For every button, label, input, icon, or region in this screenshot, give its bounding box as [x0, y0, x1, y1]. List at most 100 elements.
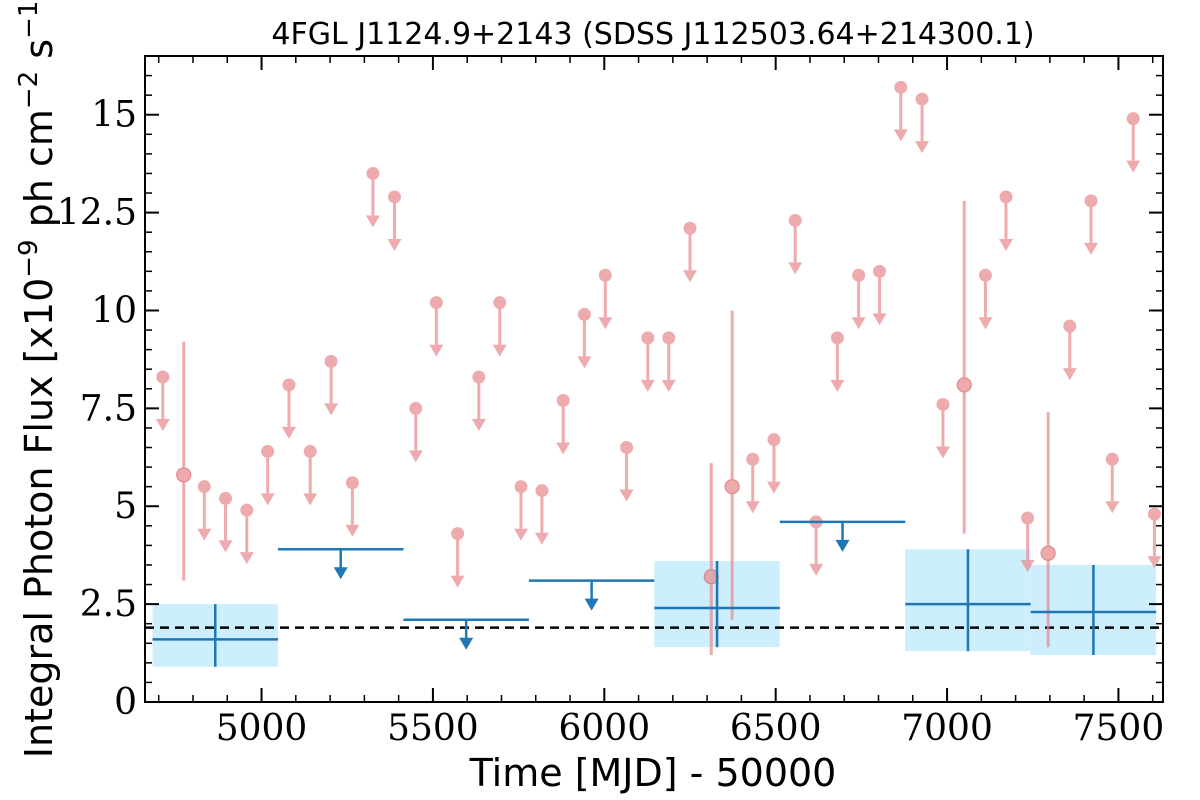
short-bin-upper-limit — [197, 480, 212, 541]
short-bin-arrow-head — [766, 481, 781, 494]
short-bin-marker — [451, 527, 465, 541]
long-bin-arrow-head — [835, 539, 850, 552]
short-bin-marker — [767, 433, 781, 447]
y-tick-label: 0 — [114, 682, 137, 723]
short-bin-arrow-head — [387, 238, 402, 251]
short-bin-upper-limit — [471, 370, 486, 432]
y-tick-label: 12.5 — [57, 193, 137, 234]
short-bin-upper-limit — [893, 80, 908, 142]
short-bin-arrow-head — [978, 317, 993, 330]
short-bin-marker — [830, 331, 844, 345]
short-bin-upper-limit — [408, 401, 423, 463]
short-bin-marker — [1084, 194, 1098, 208]
short-bin-arrow-head — [303, 493, 318, 506]
short-bin-upper-limit — [830, 331, 845, 392]
short-bin-arrow-head — [598, 317, 613, 330]
short-bin-marker — [1021, 511, 1035, 525]
short-bin-arrow-head — [450, 575, 465, 588]
short-bin-marker — [388, 190, 402, 204]
short-bin-upper-limit — [577, 307, 592, 369]
short-bin-upper-limit — [303, 444, 318, 506]
short-bin-marker — [1063, 319, 1077, 333]
short-bin-upper-limit — [534, 484, 549, 545]
short-bin-arrow-head — [661, 379, 676, 392]
short-bin-upper-limit — [514, 480, 529, 541]
short-bin-marker — [1105, 452, 1119, 466]
short-bin-upper-limit — [1084, 194, 1099, 255]
short-bin-arrow-head — [619, 489, 634, 502]
y-axis-label: Integral Photon Flux [x10−9 ph cm−2 s−1] — [14, 0, 61, 758]
short-bin-arrow-head — [788, 262, 803, 275]
short-bin-upper-limit — [1020, 511, 1035, 572]
y-tick-label: 5 — [114, 486, 137, 527]
short-bin-marker — [493, 296, 507, 310]
short-bin-arrow-head — [239, 552, 254, 565]
short-bin-upper-limit — [619, 441, 634, 502]
short-bin-marker — [873, 264, 887, 278]
short-bin-detection — [176, 341, 192, 581]
short-bin-marker — [176, 467, 192, 483]
short-bin-upper-limit — [682, 221, 697, 283]
plot-frame — [144, 55, 1164, 703]
short-bin-marker — [472, 370, 486, 384]
short-bin-marker — [620, 441, 634, 455]
short-bin-upper-limit — [324, 354, 339, 416]
short-bin-arrow-head — [492, 344, 507, 357]
x-axis-label: Time [MJD] - 50000 — [469, 751, 837, 795]
short-bin-marker — [724, 479, 740, 495]
short-bin-marker — [345, 476, 359, 490]
short-bin-marker — [156, 370, 170, 384]
short-bin-marker — [683, 221, 697, 235]
short-bin-arrow-head — [872, 313, 887, 326]
short-bin-marker — [894, 80, 908, 94]
short-bin-arrow-head — [1084, 242, 1099, 255]
short-bin-upper-limit — [387, 190, 402, 251]
short-bin-arrow-head — [935, 446, 950, 459]
short-bin-marker — [409, 401, 423, 415]
short-bin-marker — [999, 190, 1013, 204]
short-bin-arrow-head — [471, 419, 486, 432]
short-bin-arrow-head — [1020, 559, 1035, 572]
short-bin-marker — [261, 444, 275, 458]
long-bin-arrow-head — [333, 567, 348, 580]
short-bin-upper-limit — [1126, 112, 1141, 173]
chart-title: 4FGL J1124.9+2143 (SDSS J112503.64+21430… — [271, 17, 1034, 52]
short-bin-upper-limit — [155, 370, 170, 432]
x-tick-label: 5000 — [216, 708, 308, 749]
short-bin-detection — [724, 310, 740, 620]
short-bin-arrow-head — [1126, 160, 1141, 173]
short-bin-upper-limit — [851, 268, 866, 330]
short-bin-upper-limit — [450, 527, 465, 588]
short-bin-marker — [1040, 545, 1056, 561]
short-bin-arrow-head — [999, 238, 1014, 251]
short-bin-arrow-head — [1147, 556, 1162, 569]
short-bin-upper-limit — [1147, 507, 1162, 569]
short-bin-marker — [429, 296, 443, 310]
short-bin-marker — [556, 394, 570, 408]
short-bin-marker — [197, 480, 211, 494]
y-tick-label: 15 — [91, 95, 137, 136]
short-bin-arrow-head — [577, 356, 592, 369]
short-bin-upper-limit — [788, 213, 803, 275]
short-bin-upper-limit — [556, 394, 571, 455]
short-bin-arrow-head — [365, 215, 380, 228]
short-bin-marker — [641, 331, 655, 345]
short-bin-arrow-head — [830, 379, 845, 392]
plot-area: 5000 5500 6000 6500 7000 7500 0 2.5 5 7.5 10 12.5 15 — [57, 55, 1164, 749]
short-bin-marker — [788, 213, 802, 227]
short-bin-marker — [598, 268, 612, 282]
short-bin-marker — [324, 354, 338, 368]
short-bin-marker — [936, 397, 950, 411]
short-bin-marker — [915, 92, 929, 106]
short-bin-arrow-head — [556, 442, 571, 455]
short-bin-upper-limit — [978, 268, 993, 330]
short-bin-arrow-head — [893, 129, 908, 142]
short-bin-upper-limit — [640, 331, 655, 392]
short-bin-marker — [1147, 507, 1161, 521]
short-bin-arrow-head — [281, 426, 296, 439]
x-tick-label: 7000 — [901, 708, 993, 749]
short-bin-arrow-head — [260, 493, 275, 506]
short-bin-upper-limit — [281, 378, 296, 439]
short-bin-arrow-head — [640, 379, 655, 392]
